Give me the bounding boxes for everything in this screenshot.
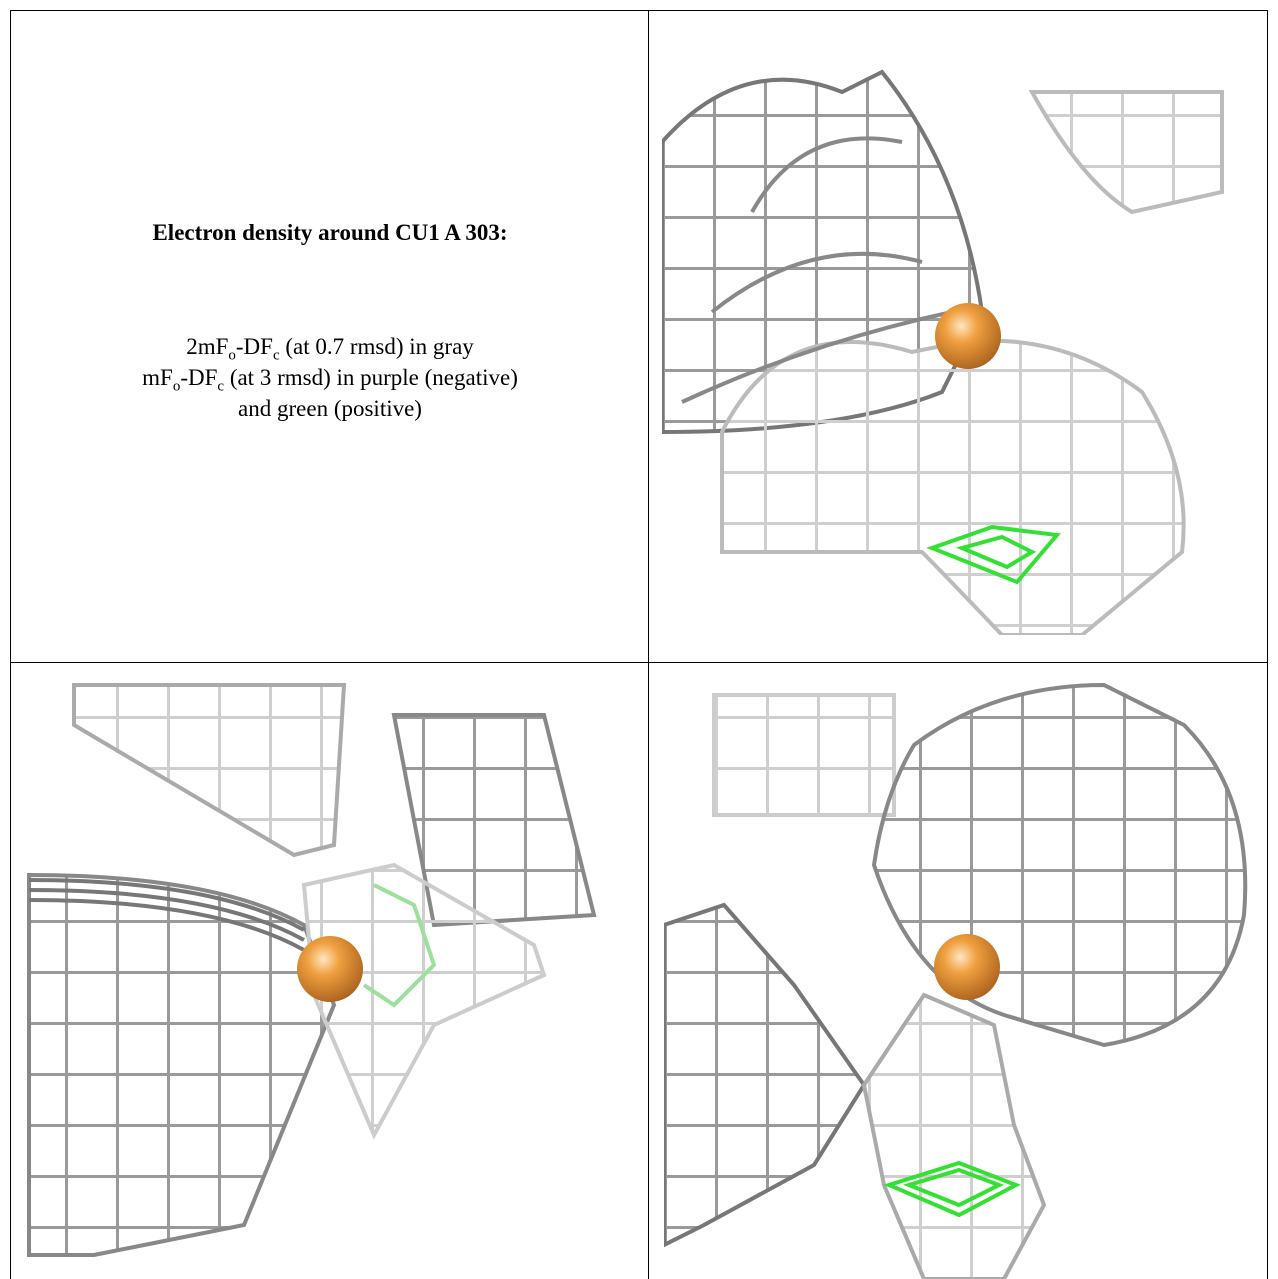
mesh-shape bbox=[72, 683, 347, 858]
subscript: o bbox=[228, 347, 236, 364]
mesh-shape bbox=[391, 713, 597, 928]
mesh-shape bbox=[883, 1160, 1021, 1218]
density-panel bbox=[27, 683, 597, 1257]
text-run: (at 0.7 rmsd) in gray bbox=[279, 334, 474, 359]
mesh-shape bbox=[712, 693, 896, 817]
divider bbox=[648, 10, 649, 1279]
text-run: -DF bbox=[180, 365, 218, 390]
mesh-shape bbox=[681, 136, 953, 404]
subscript: c bbox=[272, 347, 280, 364]
caption-line: mFo-DFc (at 3 rmsd) in purple (negative) bbox=[12, 365, 648, 396]
subscript: c bbox=[217, 378, 225, 395]
text-run: (at 3 rmsd) in purple (negative) bbox=[224, 365, 518, 390]
mesh-shape bbox=[935, 303, 1001, 369]
subscript: o bbox=[172, 378, 181, 395]
frame bbox=[10, 10, 1268, 1279]
mesh-shape bbox=[297, 936, 363, 1002]
density-panel bbox=[662, 69, 1224, 635]
text-run: 2mF bbox=[186, 334, 229, 359]
mesh-shape bbox=[1028, 90, 1224, 215]
caption: Electron density around CU1 A 303: 2mFo-… bbox=[12, 12, 648, 662]
mesh-shape bbox=[362, 883, 437, 1008]
mesh-shape bbox=[926, 524, 1061, 585]
mesh-shape bbox=[301, 862, 547, 1140]
mesh-shape bbox=[720, 338, 1186, 635]
text-run: and green (positive) bbox=[238, 396, 422, 421]
caption-line: and green (positive) bbox=[12, 396, 648, 422]
density-panel bbox=[664, 682, 1248, 1279]
mesh-shape bbox=[871, 682, 1248, 1048]
divider bbox=[10, 662, 1268, 663]
text-run: -DF bbox=[235, 334, 273, 359]
text-run: mF bbox=[142, 365, 173, 390]
caption-line: 2mFo-DFc (at 0.7 rmsd) in gray bbox=[12, 334, 648, 365]
mesh-shape bbox=[861, 992, 1047, 1279]
mesh-shape bbox=[664, 902, 867, 1248]
caption-title: Electron density around CU1 A 303: bbox=[152, 220, 508, 245]
mesh-shape bbox=[28, 878, 305, 952]
mesh-shape bbox=[934, 934, 1000, 1000]
